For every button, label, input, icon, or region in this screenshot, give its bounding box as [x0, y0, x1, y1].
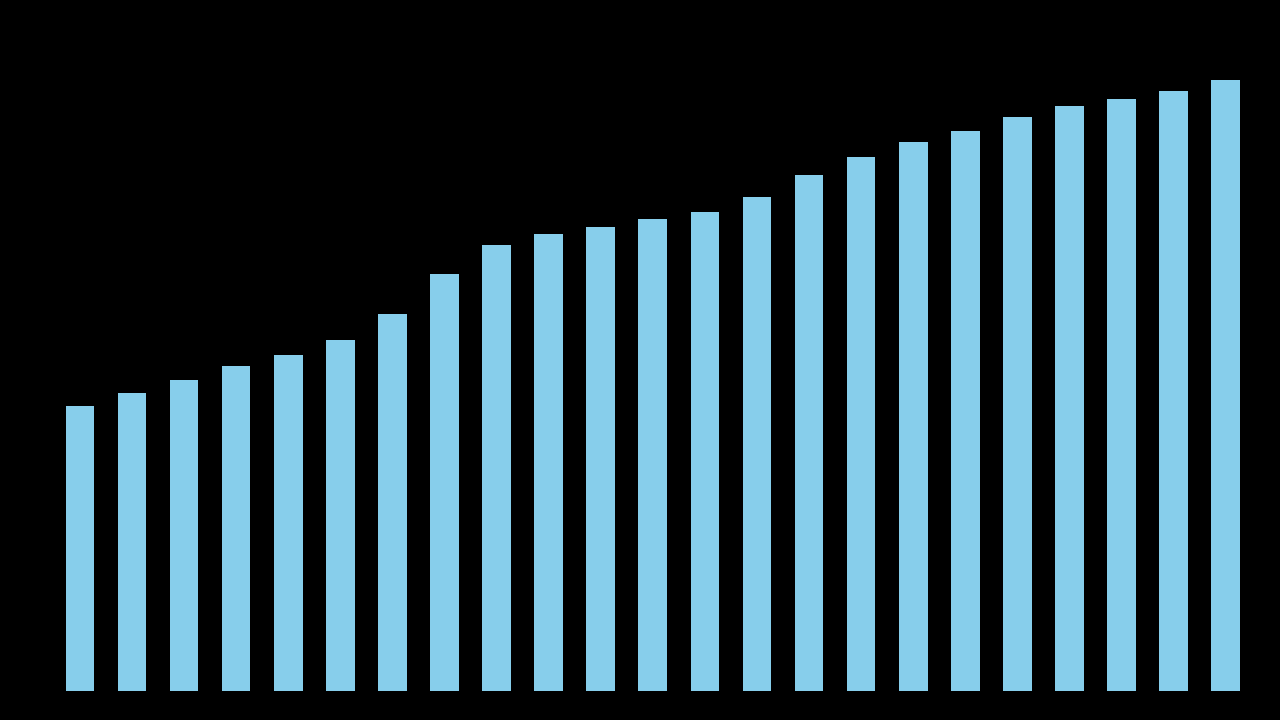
Bar: [1107, 99, 1135, 691]
Bar: [795, 176, 823, 691]
Bar: [639, 220, 667, 691]
Bar: [742, 197, 772, 691]
Bar: [170, 380, 198, 691]
Bar: [1211, 80, 1240, 691]
Bar: [326, 340, 355, 691]
Bar: [430, 274, 458, 691]
Bar: [65, 406, 95, 691]
Bar: [951, 132, 979, 691]
Bar: [534, 234, 563, 691]
Bar: [378, 315, 407, 691]
Bar: [1160, 91, 1188, 691]
Bar: [691, 212, 719, 691]
Bar: [1004, 117, 1032, 691]
Bar: [221, 366, 251, 691]
Bar: [483, 245, 511, 691]
Bar: [274, 355, 302, 691]
Bar: [899, 143, 928, 691]
Bar: [1055, 106, 1084, 691]
Bar: [847, 157, 876, 691]
Bar: [586, 227, 614, 691]
Bar: [118, 393, 146, 691]
